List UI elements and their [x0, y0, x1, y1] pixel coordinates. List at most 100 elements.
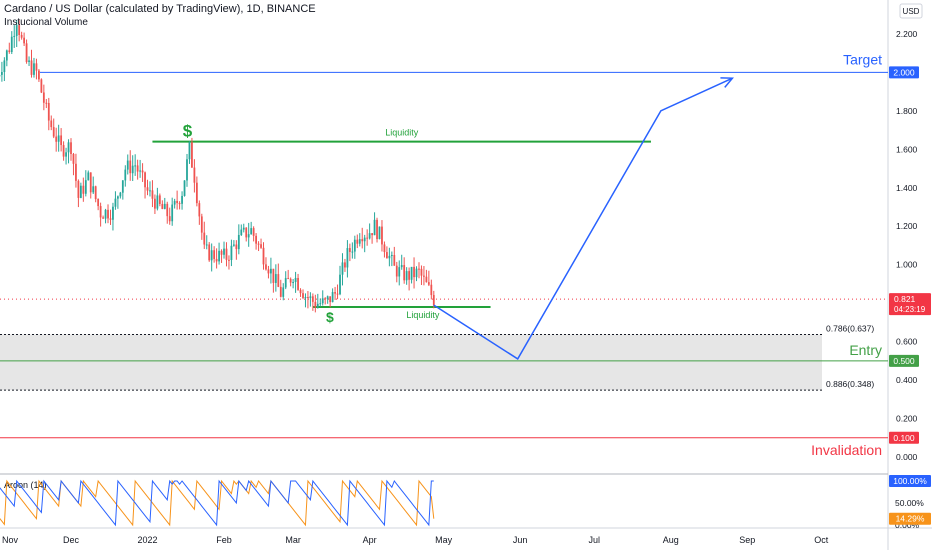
time-tick-label: Oct [814, 535, 829, 545]
candle-body [114, 198, 117, 207]
candle-body [45, 102, 48, 104]
candle-body [297, 277, 299, 290]
last-price-badge: 0.821 [894, 294, 916, 304]
candle-body [425, 276, 428, 283]
time-tick-label: Dec [63, 535, 80, 545]
dollar-marker-lower: $ [326, 309, 334, 325]
candle-body [262, 247, 265, 265]
price-tick-label: 1.000 [896, 260, 918, 270]
price-tick-label: 1.800 [896, 106, 918, 116]
candle-body [235, 244, 238, 250]
candle-body [146, 187, 149, 191]
candle-body [215, 258, 218, 262]
candle-body [62, 145, 65, 157]
time-tick-label: Jun [513, 535, 528, 545]
candle-body [168, 216, 171, 222]
candle-body [126, 160, 129, 170]
candle-body [403, 265, 406, 281]
candle-body [307, 296, 309, 299]
candle-body [331, 292, 334, 303]
candle-body [277, 274, 280, 287]
candle-body [171, 204, 174, 222]
candle-body [351, 251, 354, 253]
candle-body [121, 180, 124, 193]
invalidation-annotation: Invalidation [811, 442, 882, 458]
target-annotation: Target [843, 51, 882, 67]
liquidity-label-lower: Liquidity [406, 310, 440, 320]
candle-body [242, 227, 245, 230]
candle-body [423, 275, 425, 277]
candle-body [420, 268, 423, 276]
candle-body [65, 152, 67, 157]
candle-body [134, 165, 137, 167]
candle-body [50, 120, 53, 128]
candle-body [218, 250, 220, 262]
time-tick-label: Apr [363, 535, 377, 545]
candle-body [5, 50, 8, 61]
candle-body [72, 154, 75, 164]
candle-body [294, 277, 297, 282]
candle-body [119, 192, 122, 197]
aroon-indicator [0, 479, 435, 527]
candle-body [232, 244, 235, 246]
projection-path[interactable] [433, 77, 733, 360]
price-tick-label: 0.600 [896, 337, 918, 347]
candle-body [386, 252, 388, 259]
candle-body [151, 190, 154, 199]
candle-body [3, 60, 6, 73]
candle-body [129, 160, 132, 174]
invalidation-price-badge: 0.100 [893, 433, 915, 443]
candle-body [173, 200, 176, 205]
candle-body [373, 219, 376, 236]
fib-bottom-label: 0.886(0.348) [826, 379, 874, 389]
candle-body [210, 250, 213, 261]
time-tick-label: Mar [285, 535, 301, 545]
candle-body [8, 50, 11, 52]
candle-body [25, 43, 28, 62]
time-axis[interactable]: Nov Dec 2022 Feb Mar Apr May Jun Jul Aug Sep Oct [2, 535, 829, 545]
price-tick-label: 1.200 [896, 221, 918, 231]
candle-body [99, 206, 102, 218]
symbol-title[interactable]: Cardano / US Dollar (calculated by Tradi… [4, 3, 316, 15]
candle-body [390, 255, 393, 257]
candle-body [405, 271, 408, 281]
indicator-title[interactable]: Instucional Volume [4, 17, 88, 28]
fib-zone [0, 334, 822, 391]
candle-body [40, 79, 43, 93]
candle-body [314, 301, 317, 308]
candle-body [188, 142, 191, 160]
candle-body [334, 292, 336, 294]
candle-body [410, 266, 413, 280]
candle-body [104, 209, 107, 219]
candle-body [388, 255, 391, 259]
price-axis[interactable]: 2.2002.0001.8001.6001.4001.2001.0000.800… [896, 29, 918, 462]
candle-body [183, 180, 186, 196]
aroon-up-badge: 100.00% [893, 476, 927, 486]
candle-body [77, 180, 80, 198]
candle-body [321, 298, 324, 304]
candle-body [181, 195, 183, 204]
candle-body [267, 269, 270, 274]
candle-body [15, 25, 18, 36]
candle-body [112, 206, 114, 220]
candle-body [418, 268, 420, 270]
candle-body [13, 35, 16, 37]
target-price-badge: 2.000 [893, 67, 915, 77]
candle-body [131, 165, 134, 174]
candle-body [415, 268, 418, 278]
candle-body [166, 203, 169, 217]
candle-body [60, 135, 63, 146]
last-price-badge-bg [889, 293, 931, 316]
time-tick-label: Feb [216, 535, 232, 545]
candle-body [270, 268, 272, 274]
fib-top-label: 0.786(0.637) [826, 324, 874, 334]
candle-body [250, 228, 253, 235]
time-tick-label: Sep [739, 535, 755, 545]
candle-body [136, 165, 139, 172]
candle-body [67, 142, 70, 153]
candle-body [257, 243, 260, 245]
price-tick-label: 2.200 [896, 29, 918, 39]
candle-body [79, 185, 82, 198]
candle-body [383, 244, 386, 253]
